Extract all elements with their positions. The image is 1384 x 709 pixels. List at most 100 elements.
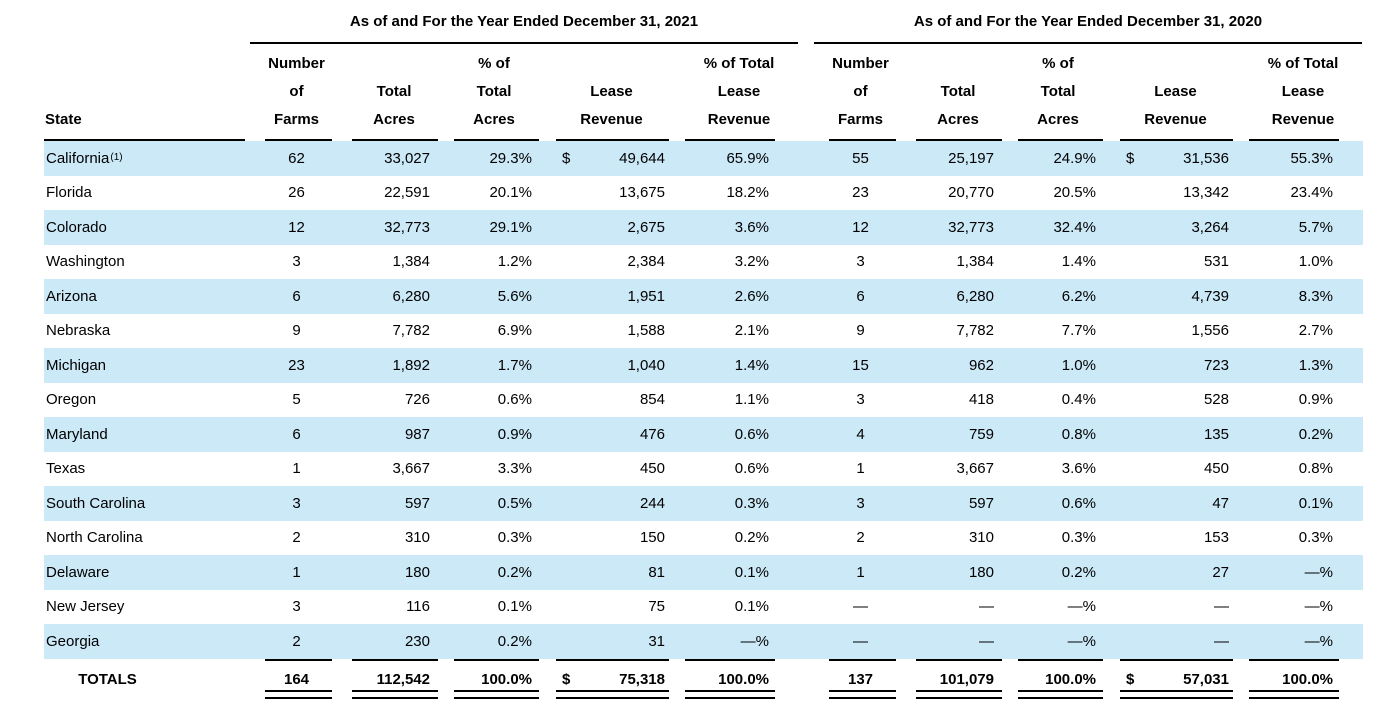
state-cell: Delaware xyxy=(44,555,249,590)
header-line: of xyxy=(289,83,304,100)
y2020-lease-revenue-cell: 1,556 xyxy=(1108,314,1243,349)
y2020-pct-acres-cell: 24.9% xyxy=(1053,149,1096,167)
y2020-farms-cell: 4 xyxy=(856,425,865,443)
lease-revenue-value: 450 xyxy=(639,460,665,478)
lease-revenue-value: 854 xyxy=(639,391,665,409)
y2020-farms-cell: 3 xyxy=(856,494,865,512)
state-name: Florida xyxy=(46,184,92,202)
totals-row: TOTALS 164 112,542 100.0% $75,318 100.0% 137 10… xyxy=(44,658,1363,700)
table-row: Michigan 23 1,892 1.7% 1,040 1.4% 15 962 1.0% 723… xyxy=(44,348,1363,383)
header-line: Lease xyxy=(1154,83,1197,100)
lease-revenue-value: 723 xyxy=(1203,356,1229,374)
y2020-lease-revenue-cell: 528 xyxy=(1108,383,1243,418)
y2021-pct-lease-cell: 65.9% xyxy=(726,149,769,167)
lease-revenue-value: 31,536 xyxy=(1183,149,1229,167)
y2020-farms-cell: — xyxy=(853,598,868,616)
y2021-acres-cell: 116 xyxy=(406,598,430,616)
y2020-acres-cell: 597 xyxy=(968,494,994,512)
y2021-totals-lease-revenue-cell: $75,318 xyxy=(544,658,679,700)
lease-revenue-value: 75,318 xyxy=(619,670,665,688)
table-body: California (1) 62 33,027 29.3% $49,644 65.9% 55… xyxy=(44,141,1363,659)
y2020-pct-lease-cell: 23.4% xyxy=(1290,184,1333,202)
dollar-sign: $ xyxy=(562,670,571,688)
y2020-pct-lease-cell: 1.0% xyxy=(1298,253,1333,271)
y2020-pct-lease-cell: 0.2% xyxy=(1298,425,1333,443)
state-cell: South Carolina xyxy=(44,486,249,521)
y2020-pct-acres-cell: 0.6% xyxy=(1061,494,1096,512)
y2021-totals-farms-cell: 164 xyxy=(249,658,344,700)
y2020-pct-lease-cell: —% xyxy=(1304,632,1333,650)
lease-revenue-value: 153 xyxy=(1203,529,1229,547)
y2021-totals-pct-lease-cell: 100.0% xyxy=(679,658,799,700)
header-line: Acres xyxy=(937,111,979,128)
table-row: Arizona 6 6,280 5.6% 1,951 2.6% 6 6,280 6.2% 4,73… xyxy=(44,279,1363,314)
y2021-farms-cell: 1 xyxy=(292,460,301,478)
state-name: South Carolina xyxy=(46,494,146,512)
lease-revenue-value: 1,588 xyxy=(627,322,665,340)
y2020-farms-cell: 12 xyxy=(852,218,869,236)
y2020-acres-cell: 3,667 xyxy=(956,460,994,478)
y2021-farms-cell: 3 xyxy=(292,494,301,512)
lease-revenue-value: 528 xyxy=(1203,391,1229,409)
column-header-2020-pct-acres: % of Total Acres xyxy=(1008,44,1108,141)
lease-revenue-value: 31 xyxy=(648,632,665,650)
table-row: Washington 3 1,384 1.2% 2,384 3.2% 3 1,384 1.4% 5… xyxy=(44,245,1363,280)
y2020-pct-lease-cell: 55.3% xyxy=(1290,149,1333,167)
y2020-pct-acres-cell: —% xyxy=(1067,632,1096,650)
header-line: Lease xyxy=(1281,83,1325,100)
y2021-acres-cell: 230 xyxy=(404,632,430,650)
column-header-2021-acres: Total Acres xyxy=(344,44,444,141)
state-cell: Maryland xyxy=(44,417,249,452)
y2020-totals-pct-lease-cell: 100.0% xyxy=(1243,658,1363,700)
y2020-acres-cell: 7,782 xyxy=(956,322,994,340)
table-row: South Carolina 3 597 0.5% 244 0.3% 3 597 0.6% 47 0… xyxy=(44,486,1363,521)
state-cell: Arizona xyxy=(44,279,249,314)
y2021-farms-cell: 2 xyxy=(292,632,301,650)
y2020-acres-cell: 759 xyxy=(968,425,994,443)
header-line: % of xyxy=(1042,55,1074,72)
y2020-acres-cell: 180 xyxy=(968,563,994,581)
y2021-pct-acres-cell: 0.6% xyxy=(497,391,532,409)
state-cell: Colorado xyxy=(44,210,249,245)
y2021-farms-cell: 2 xyxy=(292,529,301,547)
y2020-farms-cell: 1 xyxy=(856,563,865,581)
y2020-farms-cell: 2 xyxy=(856,529,865,547)
state-cell: Washington xyxy=(44,245,249,280)
y2020-lease-revenue-cell: $31,536 xyxy=(1108,141,1243,176)
state-cell: Florida xyxy=(44,176,249,211)
y2020-lease-revenue-cell: 153 xyxy=(1108,521,1243,556)
y2020-totals-lease-revenue-cell: $57,031 xyxy=(1108,658,1243,700)
y2020-acres-cell: 20,770 xyxy=(948,184,994,202)
y2021-farms-cell: 6 xyxy=(292,287,301,305)
y2020-pct-acres-cell: 0.3% xyxy=(1061,529,1096,547)
y2021-pct-lease-cell: 3.2% xyxy=(734,253,769,271)
table-row: California (1) 62 33,027 29.3% $49,644 65.9% 55… xyxy=(44,141,1363,176)
y2021-acres-cell: 6,280 xyxy=(392,287,430,305)
y2020-pct-lease-cell: 8.3% xyxy=(1298,287,1333,305)
y2020-totals-farms-cell: 137 xyxy=(813,658,908,700)
y2021-pct-lease-cell: —% xyxy=(740,632,769,650)
y2020-lease-revenue-cell: 135 xyxy=(1108,417,1243,452)
state-name: North Carolina xyxy=(46,529,143,547)
y2021-lease-revenue-cell: 81 xyxy=(544,555,679,590)
y2021-farms-cell: 5 xyxy=(292,391,301,409)
lease-revenue-value: 75 xyxy=(648,598,665,616)
y2020-pct-lease-cell: 0.9% xyxy=(1298,391,1333,409)
y2020-farms-cell: 15 xyxy=(852,356,869,374)
y2020-farms-cell: — xyxy=(853,632,868,650)
y2021-pct-acres-cell: 20.1% xyxy=(489,184,532,202)
y2020-farms-cell: 6 xyxy=(856,287,865,305)
header-line xyxy=(344,50,444,78)
table-row: Florida 26 22,591 20.1% 13,675 18.2% 23 20,770 2… xyxy=(44,176,1363,211)
lease-revenue-value: 49,644 xyxy=(619,149,665,167)
y2021-pct-lease-cell: 3.6% xyxy=(734,218,769,236)
y2020-pct-lease-cell: 0.1% xyxy=(1298,494,1333,512)
y2021-pct-acres-cell: 29.1% xyxy=(489,218,532,236)
y2021-acres-cell: 22,591 xyxy=(384,184,430,202)
header-line: Number xyxy=(832,55,889,72)
y2021-lease-revenue-cell: 476 xyxy=(544,417,679,452)
y2021-acres-cell: 597 xyxy=(404,494,430,512)
dollar-sign: $ xyxy=(562,149,571,167)
y2020-lease-revenue-cell: 450 xyxy=(1108,452,1243,487)
y2020-pct-lease-cell: 5.7% xyxy=(1298,218,1333,236)
